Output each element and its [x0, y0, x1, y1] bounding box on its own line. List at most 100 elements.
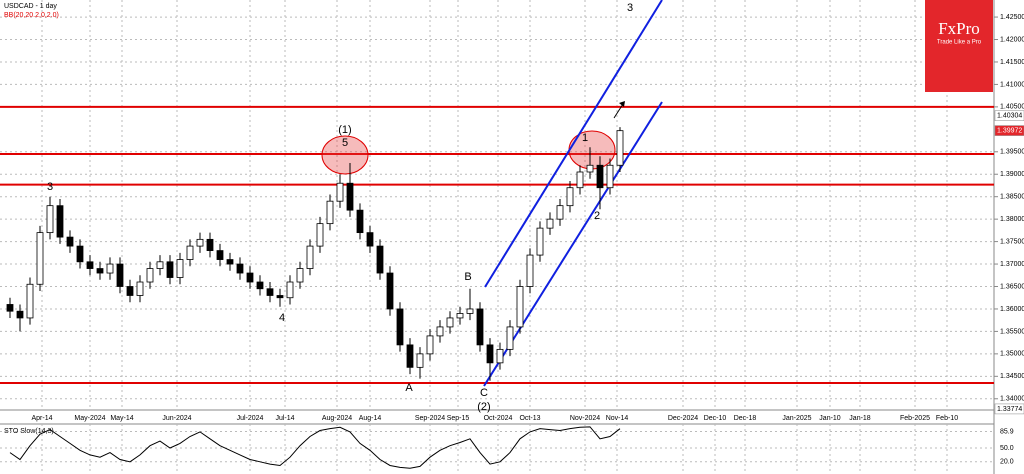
wave-label: C — [480, 387, 488, 399]
x-tick-label: Dec-10 — [704, 415, 727, 422]
candle-body — [136, 281, 144, 296]
candle-body — [116, 263, 124, 287]
candle-body — [176, 259, 184, 278]
candle-body — [346, 182, 354, 211]
candle-body — [486, 344, 494, 364]
x-tick-label: Aug-2024 — [322, 415, 352, 422]
levels — [0, 105, 994, 385]
y-tick-label: 85.9 — [1000, 428, 1014, 435]
candle-body — [396, 308, 404, 346]
candle-body — [66, 236, 74, 247]
stoch-line — [9, 426, 621, 469]
wave-label: 1 — [582, 132, 588, 144]
x-tick-label: Oct-2024 — [484, 415, 513, 422]
x-tick-label: Oct-13 — [519, 415, 540, 422]
candle-body — [316, 223, 324, 247]
y-tick-label: 1.42500 — [1000, 14, 1024, 21]
candle-body — [506, 326, 514, 350]
candles — [6, 127, 624, 381]
wave-label: 5 — [342, 137, 348, 149]
candle-body — [286, 281, 294, 299]
candle-body — [536, 227, 544, 256]
price-marker-label: 1.39972 — [997, 127, 1022, 134]
y-tick-label: 1.41000 — [1000, 81, 1024, 88]
price-marker — [994, 110, 1024, 121]
arrow-head — [619, 101, 625, 107]
y-tick-label: 1.39500 — [1000, 149, 1024, 156]
candle-body — [216, 250, 224, 260]
price-marker-label: 1.33774 — [997, 406, 1022, 413]
channel-line — [483, 101, 663, 387]
logo-box — [925, 0, 993, 92]
candle-body — [566, 187, 574, 207]
candle-body — [26, 283, 34, 319]
candle-body — [126, 286, 134, 296]
candle-body — [446, 317, 454, 328]
candle-body — [246, 272, 254, 283]
candle-body — [606, 164, 614, 189]
y-tick-label: 1.41500 — [1000, 59, 1024, 66]
x-tick-label: May-14 — [110, 415, 133, 422]
logo-tagline: Trade Like a Pro — [937, 40, 982, 46]
candle-body — [436, 326, 444, 337]
candle-body — [166, 261, 174, 278]
candle-body — [276, 295, 284, 299]
wave-label: (1) — [338, 124, 351, 136]
candle-body — [86, 261, 94, 269]
x-tick-label: Jan-2025 — [782, 415, 811, 422]
candle-body — [296, 268, 304, 283]
candle-body — [526, 254, 534, 287]
x-tick-label: Jan-10 — [819, 415, 841, 422]
candle-body — [616, 130, 624, 166]
candle-body — [356, 209, 364, 234]
y-tick-label: 1.42000 — [1000, 36, 1024, 43]
x-tick-label: Sep-2024 — [415, 415, 445, 422]
candle-body — [96, 268, 104, 274]
wave-label: (2) — [477, 401, 490, 413]
ellipse — [321, 135, 369, 175]
candle-body — [46, 205, 54, 234]
candle-body — [146, 268, 154, 283]
chart-title: USDCAD - 1 day — [4, 3, 57, 10]
candle-body — [266, 288, 274, 296]
candle-body — [156, 261, 164, 269]
y-tick-label: 1.38500 — [1000, 194, 1024, 201]
candle-body — [326, 200, 334, 225]
y-tick-label: 1.37000 — [1000, 261, 1024, 268]
channel-line — [484, 0, 663, 288]
candle-body — [336, 182, 344, 202]
indicator-label: BB(20,20.2,0,2.0) — [4, 12, 59, 19]
candle-body — [206, 238, 214, 251]
candle-body — [556, 205, 564, 220]
x-tick-label: Nov-14 — [606, 415, 629, 422]
price-marker-label: 1.40304 — [997, 113, 1022, 120]
candle-body — [6, 304, 14, 312]
y-tick-label: 1.39000 — [1000, 171, 1024, 178]
x-tick-label: Jun-2024 — [162, 415, 191, 422]
x-tick-label: Dec-2024 — [668, 415, 698, 422]
wave-label: 4 — [279, 312, 285, 324]
candle-body — [376, 245, 384, 274]
y-tick-label: 1.40500 — [1000, 104, 1024, 111]
candle-body — [596, 164, 604, 189]
y-tick-label: 1.35000 — [1000, 351, 1024, 358]
stoch-title: STO Slow(14,3) — [4, 428, 54, 435]
x-tick-label: May-2024 — [74, 415, 105, 422]
wave-label: 3 — [47, 181, 53, 193]
y-tick-label: 1.37500 — [1000, 238, 1024, 245]
x-tick-label: Apr-14 — [31, 415, 52, 422]
y-tick-label: 20.0 — [1000, 459, 1014, 466]
candle-body — [226, 259, 234, 265]
candle-body — [466, 308, 474, 314]
x-tick-label: Sep-15 — [447, 415, 470, 422]
candle-body — [456, 313, 464, 319]
candle-body — [236, 263, 244, 274]
x-tick-label: Jan-18 — [849, 415, 871, 422]
candle-body — [416, 353, 424, 368]
y-tick-label: 1.34500 — [1000, 373, 1024, 380]
candle-body — [76, 245, 84, 263]
x-tick-label: Aug-14 — [359, 415, 382, 422]
candle-body — [306, 245, 314, 269]
candle-body — [476, 308, 484, 346]
